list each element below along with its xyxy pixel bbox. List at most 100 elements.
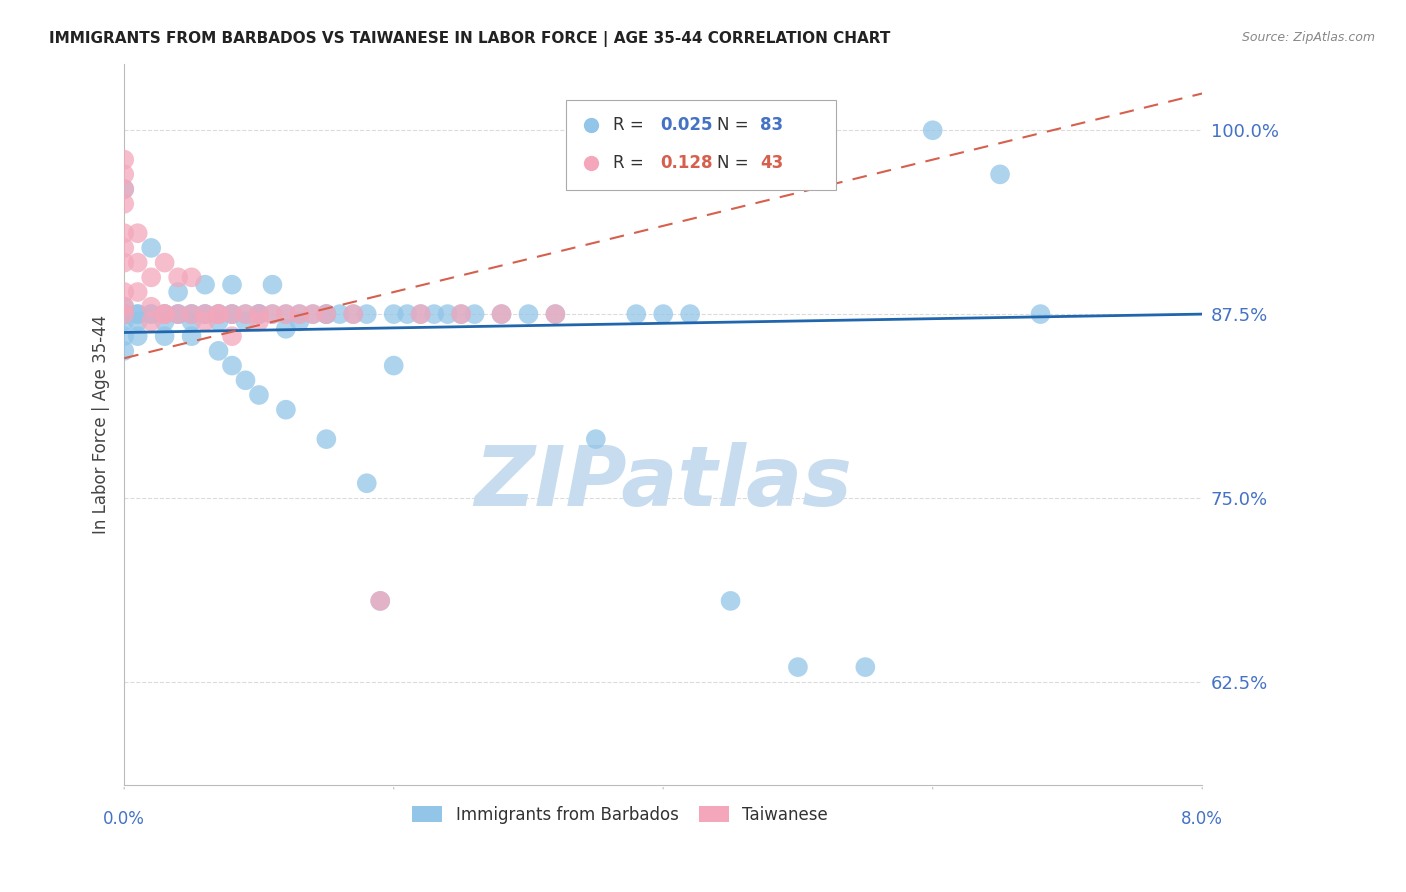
Y-axis label: In Labor Force | Age 35-44: In Labor Force | Age 35-44 xyxy=(93,315,110,534)
Point xyxy=(288,307,311,321)
Point xyxy=(194,314,217,328)
Point xyxy=(141,307,163,321)
Point xyxy=(112,314,135,328)
Point xyxy=(247,307,270,321)
Point xyxy=(491,307,513,321)
Point xyxy=(207,307,229,321)
Point xyxy=(127,285,149,299)
Text: 8.0%: 8.0% xyxy=(1181,810,1223,828)
Point xyxy=(112,307,135,321)
Point xyxy=(112,300,135,314)
Point xyxy=(112,307,135,321)
Point xyxy=(274,322,297,336)
Point xyxy=(235,373,257,387)
Point xyxy=(409,307,432,321)
Point xyxy=(921,123,943,137)
Point xyxy=(112,307,135,321)
Point xyxy=(988,167,1011,181)
Point xyxy=(194,277,217,292)
Point xyxy=(167,307,190,321)
Point xyxy=(626,307,648,321)
Point xyxy=(247,307,270,321)
Point xyxy=(180,307,202,321)
Point xyxy=(262,277,284,292)
Point xyxy=(141,241,163,255)
Point xyxy=(127,255,149,269)
Point xyxy=(262,307,284,321)
Point xyxy=(141,314,163,328)
Point xyxy=(368,594,391,608)
Point xyxy=(585,432,607,446)
Point xyxy=(112,307,135,321)
Point xyxy=(112,226,135,240)
Point xyxy=(356,476,378,491)
Point xyxy=(464,307,486,321)
Point xyxy=(180,270,202,285)
Point xyxy=(167,307,190,321)
Point xyxy=(356,307,378,321)
Point xyxy=(382,307,405,321)
Point xyxy=(274,307,297,321)
Point xyxy=(221,277,243,292)
Point xyxy=(180,307,202,321)
Text: R =: R = xyxy=(613,153,648,172)
Point xyxy=(288,314,311,328)
Point xyxy=(235,307,257,321)
Text: Source: ZipAtlas.com: Source: ZipAtlas.com xyxy=(1241,31,1375,45)
Point xyxy=(180,314,202,328)
Point xyxy=(112,182,135,196)
Point xyxy=(652,307,675,321)
Point xyxy=(207,307,229,321)
Point xyxy=(221,329,243,343)
Point xyxy=(167,270,190,285)
Point xyxy=(167,285,190,299)
Point xyxy=(194,307,217,321)
Point xyxy=(368,594,391,608)
Point xyxy=(315,307,337,321)
Point xyxy=(679,307,702,321)
Point xyxy=(112,167,135,181)
Point xyxy=(167,307,190,321)
Point xyxy=(153,307,176,321)
Point xyxy=(288,307,311,321)
FancyBboxPatch shape xyxy=(567,100,835,190)
Text: N =: N = xyxy=(717,153,754,172)
Point xyxy=(450,307,472,321)
Point xyxy=(720,594,742,608)
Point xyxy=(315,307,337,321)
Point xyxy=(274,307,297,321)
Point xyxy=(247,314,270,328)
Text: IMMIGRANTS FROM BARBADOS VS TAIWANESE IN LABOR FORCE | AGE 35-44 CORRELATION CHA: IMMIGRANTS FROM BARBADOS VS TAIWANESE IN… xyxy=(49,31,890,47)
Text: ZIPatlas: ZIPatlas xyxy=(474,442,852,523)
Point xyxy=(194,307,217,321)
Point xyxy=(127,314,149,328)
Point xyxy=(221,359,243,373)
Point xyxy=(787,660,810,674)
Point xyxy=(302,307,325,321)
Point xyxy=(112,329,135,343)
Text: R =: R = xyxy=(613,116,648,135)
Legend: Immigrants from Barbados, Taiwanese: Immigrants from Barbados, Taiwanese xyxy=(406,799,834,830)
Point xyxy=(262,307,284,321)
Point xyxy=(112,343,135,358)
Text: N =: N = xyxy=(717,116,754,135)
Point xyxy=(342,307,364,321)
Point xyxy=(112,285,135,299)
Point xyxy=(153,329,176,343)
Text: 83: 83 xyxy=(761,116,783,135)
Point xyxy=(127,226,149,240)
Point xyxy=(153,307,176,321)
Point xyxy=(180,329,202,343)
Point xyxy=(141,307,163,321)
Point xyxy=(436,307,458,321)
Point xyxy=(207,307,229,321)
Point xyxy=(423,307,446,321)
Point xyxy=(207,343,229,358)
Point xyxy=(517,307,540,321)
Point xyxy=(544,307,567,321)
Point xyxy=(153,307,176,321)
Text: 0.0%: 0.0% xyxy=(103,810,145,828)
Point xyxy=(112,307,135,321)
Point xyxy=(853,660,876,674)
Point xyxy=(141,300,163,314)
